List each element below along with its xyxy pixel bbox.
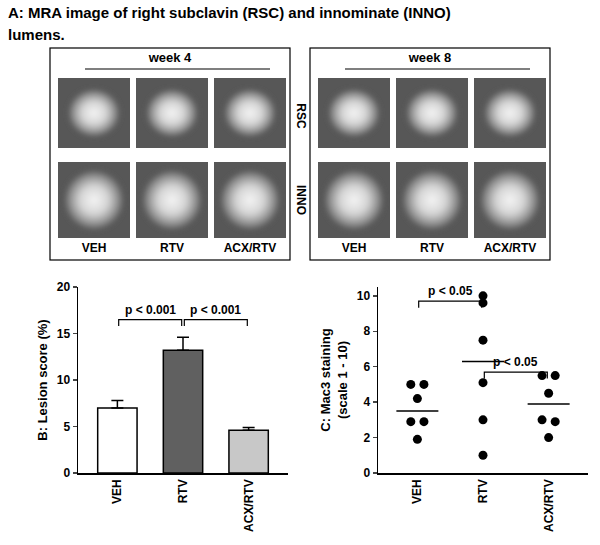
svg-text:0: 0: [363, 466, 370, 480]
svg-text:week 8: week 8: [408, 50, 452, 65]
svg-text:lumens.: lumens.: [8, 26, 65, 43]
svg-text:B: Lesion score (%): B: Lesion score (%): [35, 319, 50, 440]
svg-text:VEH: VEH: [410, 479, 424, 504]
svg-text:RTV: RTV: [160, 241, 184, 255]
svg-text:VEH: VEH: [110, 479, 124, 504]
svg-text:VEH: VEH: [82, 241, 107, 255]
svg-text:20: 20: [57, 280, 71, 294]
svg-text:10: 10: [57, 373, 71, 387]
svg-text:15: 15: [57, 327, 71, 341]
svg-text:RTV: RTV: [176, 479, 190, 503]
svg-text:2: 2: [363, 431, 370, 445]
svg-text:6: 6: [363, 360, 370, 374]
svg-text:0: 0: [63, 466, 70, 480]
svg-text:RTV: RTV: [420, 241, 444, 255]
svg-text:ACX/RTV: ACX/RTV: [542, 479, 556, 532]
svg-text:ACX/RTV: ACX/RTV: [242, 479, 256, 532]
svg-text:ACX/RTV: ACX/RTV: [224, 241, 277, 255]
svg-text:10: 10: [357, 289, 371, 303]
svg-text:A: MRA image of right subclavi: A: MRA image of right subclavin (RSC) an…: [8, 4, 451, 21]
svg-text:VEH: VEH: [342, 241, 367, 255]
svg-text:p < 0.001: p < 0.001: [190, 303, 241, 317]
svg-text:INNO: INNO: [294, 185, 308, 215]
svg-text:8: 8: [363, 324, 370, 338]
svg-text:4: 4: [363, 395, 370, 409]
svg-text:5: 5: [63, 420, 70, 434]
svg-text:RSC: RSC: [294, 103, 308, 129]
svg-text:week 4: week 4: [148, 50, 192, 65]
svg-text:p < 0.05: p < 0.05: [428, 284, 473, 298]
svg-text:ACX/RTV: ACX/RTV: [484, 241, 537, 255]
svg-text:p < 0.05: p < 0.05: [493, 355, 538, 369]
svg-text:RTV: RTV: [476, 479, 490, 503]
svg-text:p < 0.001: p < 0.001: [125, 303, 176, 317]
svg-text:C: Mac3 staining(scale 1 - 10): C: Mac3 staining(scale 1 - 10): [318, 328, 350, 431]
